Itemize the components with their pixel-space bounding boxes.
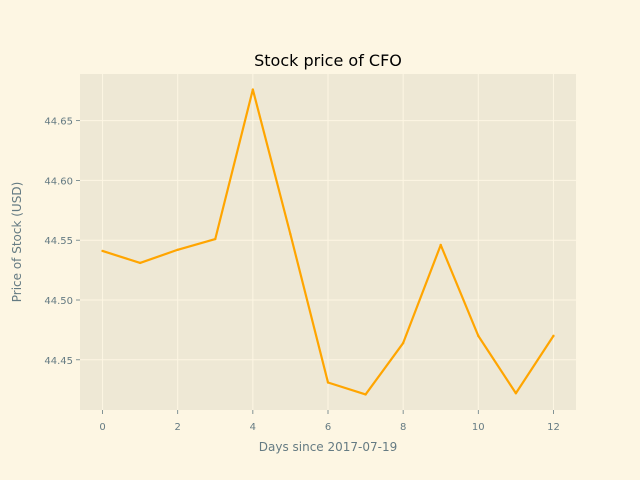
y-tick-label: 44.60 (44, 176, 73, 187)
data-point (101, 249, 104, 253)
axis-ticks: 0 2 4 6 8 10 12 44.45 44.50 44.55 44.60 44.65 (44, 117, 559, 433)
x-tick-label: 6 (325, 422, 331, 433)
data-points (101, 88, 555, 396)
data-point (439, 243, 442, 247)
data-point (138, 261, 142, 265)
data-point (176, 248, 179, 251)
data-point (364, 393, 367, 396)
y-tick-label: 44.50 (44, 296, 73, 307)
data-point (477, 334, 480, 338)
x-tick-label: 0 (99, 422, 105, 433)
x-tick-label: 8 (400, 422, 406, 433)
y-tick-label: 44.55 (44, 236, 73, 247)
data-point (251, 88, 255, 91)
x-axis-label: Days since 2017-07-19 (259, 440, 398, 454)
x-tick-label: 12 (547, 422, 560, 433)
x-tick-label: 10 (472, 422, 485, 433)
data-point (552, 334, 555, 338)
y-tick-label: 44.45 (44, 356, 73, 367)
y-axis-label: Price of Stock (USD) (10, 182, 24, 303)
data-point (214, 237, 217, 241)
x-tick-label: 4 (250, 422, 256, 433)
x-tick-label: 2 (175, 422, 181, 433)
data-point (289, 233, 292, 236)
data-point (326, 381, 330, 384)
data-point (401, 341, 405, 345)
chart-title: Stock price of CFO (254, 51, 402, 70)
y-tick-label: 44.65 (44, 117, 73, 128)
data-point (514, 392, 518, 395)
